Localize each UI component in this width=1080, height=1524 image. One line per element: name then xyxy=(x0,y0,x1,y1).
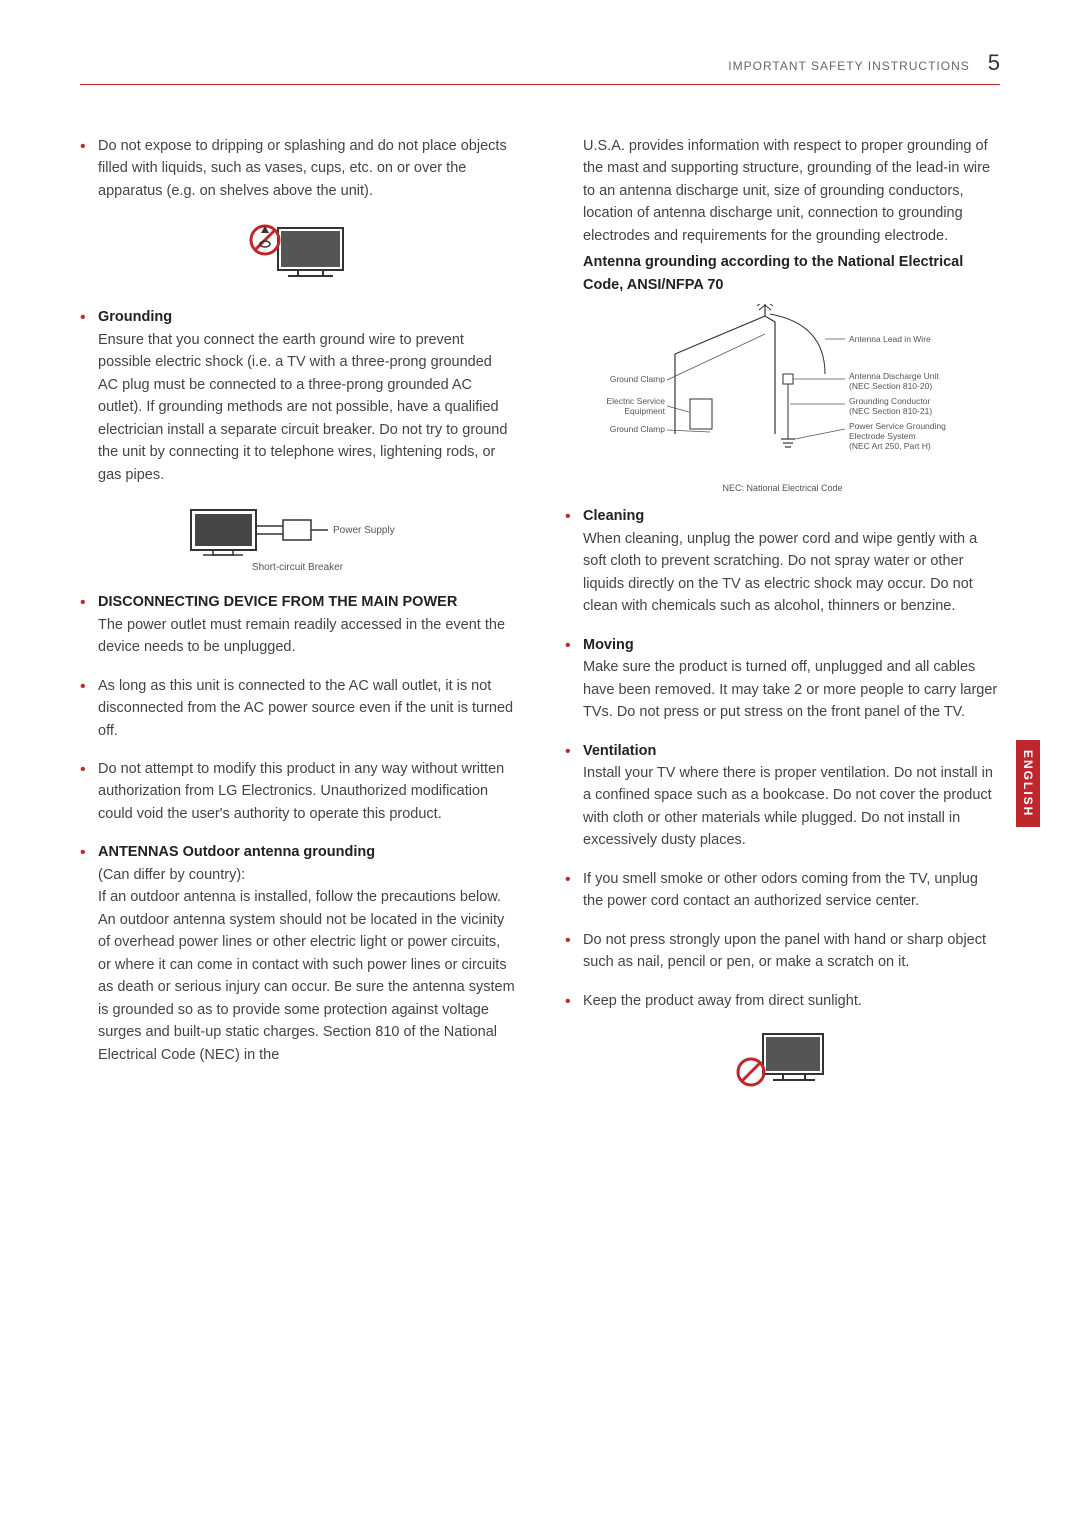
svg-text:Electric Service: Electric Service xyxy=(606,396,665,406)
breaker-caption: Short-circuit Breaker xyxy=(252,562,343,573)
diagram-caption: NEC: National Electrical Code xyxy=(565,483,1000,493)
bullet-smoke: If you smell smoke or other odors coming… xyxy=(565,868,1000,913)
header-title: IMPORTANT SAFETY INSTRUCTIONS xyxy=(728,59,969,73)
bullet-disconnect: DISCONNECTING DEVICE FROM THE MAIN POWER… xyxy=(80,591,515,658)
svg-text:Antenna Lead in Wire: Antenna Lead in Wire xyxy=(849,334,931,344)
bullet-antennas: ANTENNAS Outdoor antenna grounding (Can … xyxy=(80,841,515,1066)
bullet-no-press: Do not press strongly upon the panel wit… xyxy=(565,929,1000,974)
page-number: 5 xyxy=(988,50,1000,76)
svg-text:Ground Clamp: Ground Clamp xyxy=(610,424,666,434)
left-column: Do not expose to dripping or splashing a… xyxy=(80,135,515,1111)
svg-text:Power Service Grounding: Power Service Grounding xyxy=(849,421,946,431)
content-columns: Do not expose to dripping or splashing a… xyxy=(80,135,1000,1111)
language-tab: ENGLISH xyxy=(1016,740,1040,827)
page-header: IMPORTANT SAFETY INSTRUCTIONS 5 xyxy=(80,50,1000,85)
svg-text:Equipment: Equipment xyxy=(624,406,665,416)
right-column: U.S.A. provides information with respect… xyxy=(565,135,1000,1111)
breaker-icon: Power Supply xyxy=(183,502,413,562)
antenna-code-heading: Antenna grounding according to the Natio… xyxy=(565,251,1000,296)
svg-text:Electrode System: Electrode System xyxy=(849,431,916,441)
svg-text:(NEC Art 250, Part H): (NEC Art 250, Part H) xyxy=(849,441,931,451)
figure-breaker: Power Supply Short-circuit Breaker xyxy=(80,502,515,573)
antenna-diagram: Ground Clamp Electric Service Equipment … xyxy=(565,304,1000,493)
grounding-diagram-icon: Ground Clamp Electric Service Equipment … xyxy=(565,304,985,474)
svg-text:Ground Clamp: Ground Clamp xyxy=(610,374,666,384)
svg-text:Grounding Conductor: Grounding Conductor xyxy=(849,396,930,406)
bullet-moving: Moving Make sure the product is turned o… xyxy=(565,634,1000,724)
svg-text:Antenna Discharge Unit: Antenna Discharge Unit xyxy=(849,371,939,381)
bullet-ac-connected: As long as this unit is connected to the… xyxy=(80,675,515,742)
tv-sunlight-icon xyxy=(733,1028,833,1093)
svg-text:(NEC Section 810-21): (NEC Section 810-21) xyxy=(849,406,932,416)
bullet-grounding: Grounding Ensure that you connect the ea… xyxy=(80,306,515,486)
figure-no-liquids xyxy=(80,218,515,288)
figure-no-sunlight xyxy=(565,1028,1000,1093)
bullet-sunlight: Keep the product away from direct sunlig… xyxy=(565,990,1000,1012)
bullet-liquids: Do not expose to dripping or splashing a… xyxy=(80,135,515,202)
svg-text:(NEC Section 810-20): (NEC Section 810-20) xyxy=(849,381,932,391)
antenna-continuation: U.S.A. provides information with respect… xyxy=(565,135,1000,247)
power-supply-label: Power Supply xyxy=(333,525,395,536)
bullet-cleaning: Cleaning When cleaning, unplug the power… xyxy=(565,505,1000,617)
tv-liquid-icon xyxy=(243,218,353,288)
bullet-ventilation: Ventilation Install your TV where there … xyxy=(565,740,1000,852)
bullet-no-modify: Do not attempt to modify this product in… xyxy=(80,758,515,825)
